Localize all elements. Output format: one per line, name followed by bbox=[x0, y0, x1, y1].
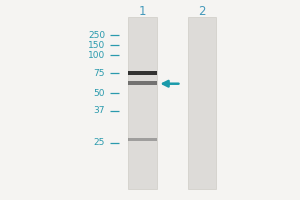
Text: 1: 1 bbox=[139, 5, 146, 18]
FancyBboxPatch shape bbox=[128, 138, 157, 141]
Text: 100: 100 bbox=[88, 51, 105, 60]
Text: 250: 250 bbox=[88, 31, 105, 40]
Text: 75: 75 bbox=[94, 69, 105, 78]
Text: 25: 25 bbox=[94, 138, 105, 147]
Text: 50: 50 bbox=[94, 89, 105, 98]
FancyBboxPatch shape bbox=[128, 17, 157, 189]
Text: 150: 150 bbox=[88, 41, 105, 50]
FancyBboxPatch shape bbox=[128, 71, 157, 75]
FancyBboxPatch shape bbox=[128, 81, 157, 85]
Text: 37: 37 bbox=[94, 106, 105, 115]
Text: 2: 2 bbox=[199, 5, 206, 18]
FancyBboxPatch shape bbox=[188, 17, 216, 189]
